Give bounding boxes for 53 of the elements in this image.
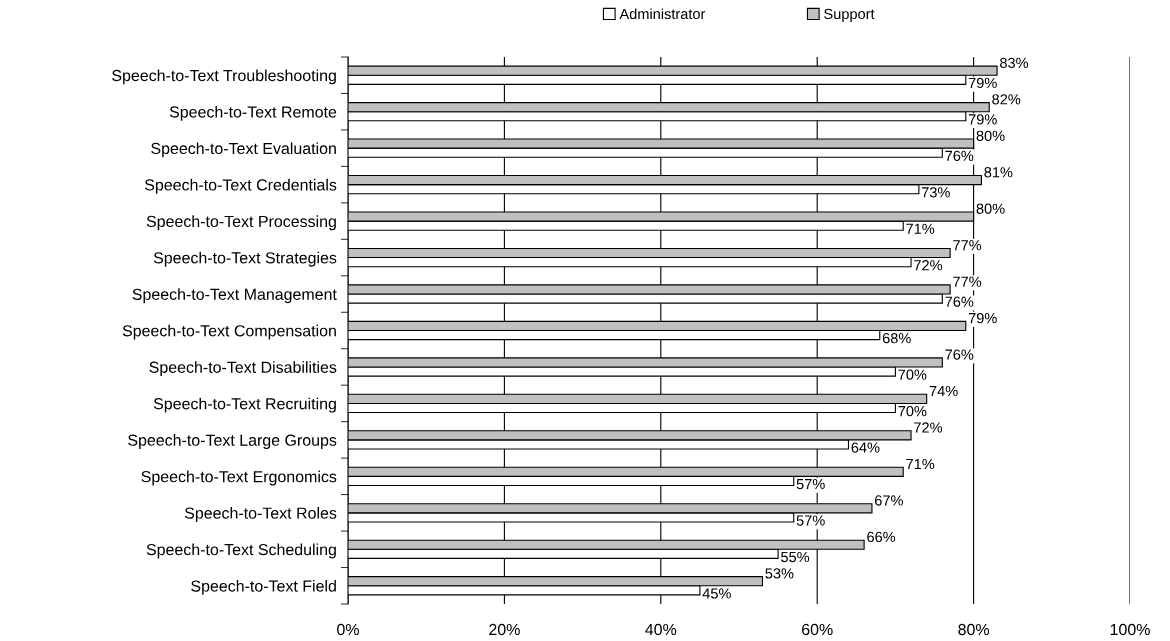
x-tick-label: 20% [489, 623, 520, 636]
y-tick-label: Speech-to-Text Large Groups [128, 434, 337, 449]
y-tick-label: Speech-to-Text Processing [146, 215, 336, 231]
data-label: 73% [921, 187, 950, 198]
x-tick-label: 40% [645, 623, 677, 636]
data-label: 77% [953, 240, 982, 251]
legend-label: Support [824, 8, 875, 22]
data-label: 79% [968, 114, 997, 125]
y-tick-label: Speech-to-Text Compensation [122, 324, 336, 340]
x-tick-label: 60% [802, 623, 833, 636]
x-tick-label: 100% [1110, 623, 1150, 636]
y-tick-label: Speech-to-Text Disabilities [149, 361, 337, 377]
data-label: 72% [914, 260, 943, 271]
data-label: 68% [882, 333, 911, 344]
data-label: 67% [875, 495, 903, 506]
data-label: 79% [968, 312, 997, 324]
data-label: 45% [702, 588, 731, 599]
y-tick-label: Speech-to-Text Evaluation [151, 142, 336, 158]
data-label: 83% [1000, 57, 1029, 69]
y-tick-label: Speech-to-Text Field [191, 579, 336, 595]
y-tick-label: Speech-to-Text Roles [184, 507, 337, 522]
legend-label: Administrator [619, 8, 706, 20]
data-label: 71% [906, 458, 935, 470]
y-tick-label: Speech-to-Text Credentials [144, 178, 337, 194]
data-label: 66% [867, 531, 896, 543]
y-tick-label: Speech-to-Text Troubleshooting [112, 69, 336, 85]
y-tick-label: Speech-to-Text Remote [169, 105, 337, 121]
y-tick-label: Speech-to-Text Ergonomics [141, 470, 337, 486]
data-label: 76% [945, 150, 974, 162]
x-tick-label: 0% [337, 623, 359, 636]
data-label: 82% [992, 94, 1021, 105]
y-tick-label: Speech-to-Text Recruiting [153, 397, 336, 413]
data-label: 64% [851, 442, 880, 453]
data-label: 76% [945, 349, 974, 360]
data-label: 74% [929, 385, 958, 397]
data-label: 55% [781, 551, 810, 563]
y-tick-label: Speech-to-Text Scheduling [146, 543, 336, 559]
y-tick-label: Speech-to-Text Strategies [153, 251, 337, 267]
data-label: 70% [898, 405, 927, 417]
data-label: 79% [968, 77, 997, 89]
y-tick-label: Speech-to-Text Management [132, 288, 337, 304]
data-label: 80% [976, 130, 1005, 141]
x-tick-label: 80% [958, 623, 990, 636]
data-label: 81% [984, 167, 1013, 178]
data-label: 80% [976, 203, 1005, 214]
data-label: 71% [906, 223, 935, 234]
data-label: 57% [796, 515, 825, 526]
data-label: 72% [914, 422, 943, 433]
data-label: 57% [796, 478, 825, 490]
data-label: 77% [953, 276, 982, 287]
data-label: 70% [898, 369, 927, 380]
data-label: 76% [945, 296, 974, 307]
data-label: 53% [765, 568, 794, 579]
